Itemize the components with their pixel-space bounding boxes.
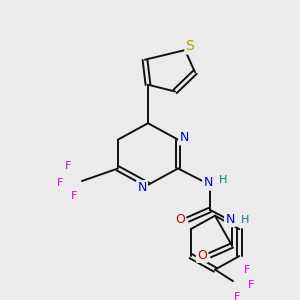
- Text: F: F: [65, 160, 71, 171]
- Text: F: F: [57, 178, 63, 188]
- Text: F: F: [71, 191, 77, 201]
- Text: N: N: [203, 176, 213, 189]
- Text: S: S: [186, 39, 194, 53]
- Text: N: N: [137, 181, 147, 194]
- Text: O: O: [197, 249, 207, 262]
- Text: O: O: [175, 213, 185, 226]
- Text: N: N: [225, 213, 235, 226]
- Text: F: F: [248, 280, 254, 290]
- Text: N: N: [179, 131, 189, 144]
- Text: F: F: [244, 265, 250, 275]
- Text: H: H: [219, 175, 227, 185]
- Text: H: H: [241, 214, 249, 224]
- Text: F: F: [234, 292, 240, 300]
